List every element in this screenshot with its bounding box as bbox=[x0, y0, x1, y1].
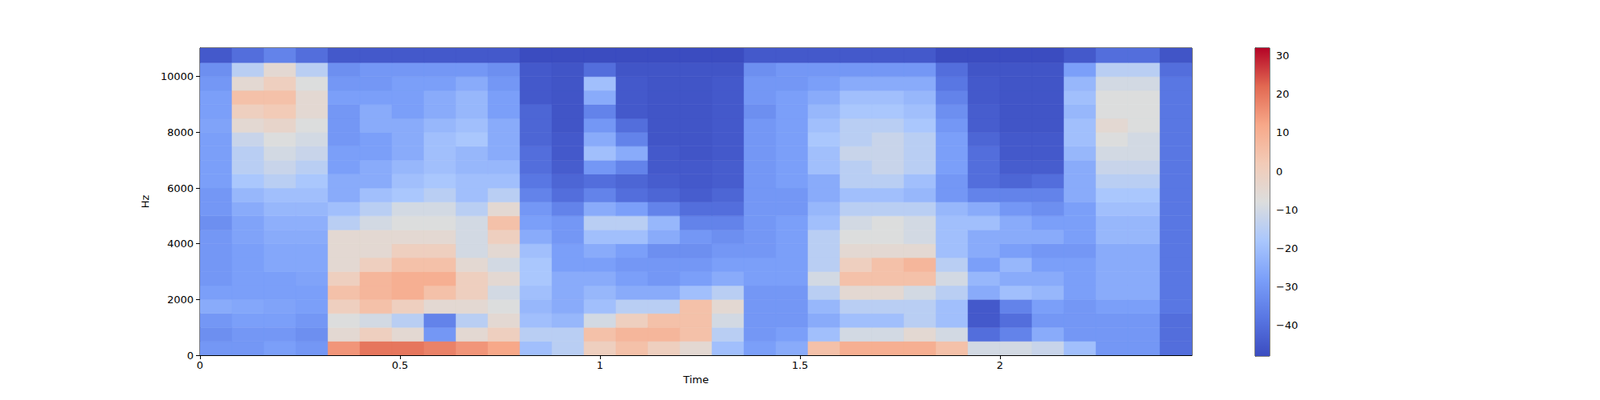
svg-text:0.5: 0.5 bbox=[392, 359, 409, 372]
svg-text:Hz: Hz bbox=[139, 195, 152, 209]
svg-text:10000: 10000 bbox=[160, 70, 194, 83]
svg-text:Time: Time bbox=[682, 373, 709, 386]
svg-text:1.5: 1.5 bbox=[792, 359, 809, 372]
svg-text:30: 30 bbox=[1276, 49, 1290, 62]
svg-text:−40: −40 bbox=[1276, 319, 1298, 332]
svg-text:6000: 6000 bbox=[167, 182, 194, 195]
svg-text:−10: −10 bbox=[1276, 204, 1298, 216]
svg-text:0: 0 bbox=[1276, 165, 1283, 178]
svg-text:4000: 4000 bbox=[167, 237, 194, 250]
svg-text:0: 0 bbox=[187, 349, 194, 362]
svg-text:0: 0 bbox=[196, 359, 204, 372]
svg-text:1: 1 bbox=[596, 359, 604, 372]
svg-text:2000: 2000 bbox=[167, 293, 194, 306]
svg-text:−20: −20 bbox=[1276, 242, 1298, 255]
svg-text:−30: −30 bbox=[1276, 280, 1298, 293]
svg-text:20: 20 bbox=[1276, 88, 1290, 100]
svg-text:2: 2 bbox=[996, 359, 1004, 372]
svg-text:10: 10 bbox=[1276, 126, 1290, 139]
svg-text:8000: 8000 bbox=[167, 126, 194, 139]
